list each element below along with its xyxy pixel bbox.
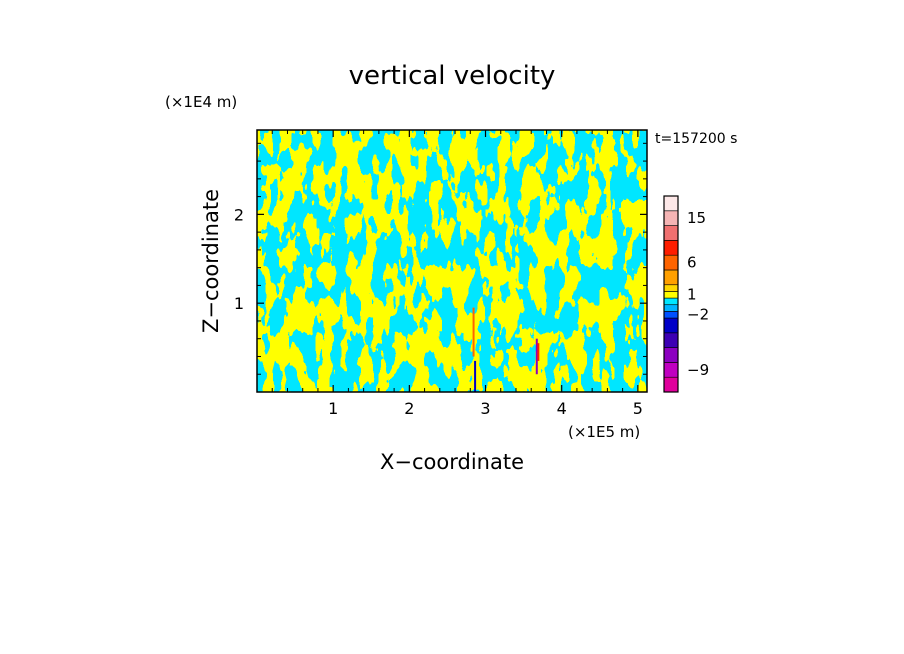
- colorbar-swatch: [663, 311, 679, 319]
- velocity-field: [257, 130, 647, 392]
- colorbar-tick-label: −2: [687, 306, 709, 324]
- x-tick-label: 2: [404, 399, 414, 418]
- x-axis-unit: (×1E5 m): [568, 423, 640, 441]
- colorbar-tick-label: 6: [687, 254, 697, 272]
- plot-frame: [256, 129, 648, 393]
- x-tick-label: 5: [633, 399, 643, 418]
- y-tick-label: 1: [234, 294, 244, 313]
- x-tick-label: 1: [328, 399, 338, 418]
- x-tick-label: 4: [557, 399, 567, 418]
- colorbar-swatch: [663, 269, 679, 286]
- colorbar-swatch: [663, 317, 679, 334]
- colorbar-swatch: [663, 332, 679, 348]
- velocity-streak: [474, 360, 477, 392]
- colorbar-swatch: [663, 376, 679, 393]
- y-axis: 12: [234, 142, 647, 375]
- colorbar-swatch: [663, 240, 679, 256]
- plot-area: [257, 130, 647, 392]
- velocity-streak: [537, 343, 540, 361]
- x-axis: 1 2 3 4 5: [271, 130, 643, 418]
- colorbar-swatch: [663, 195, 679, 212]
- colorbar-swatch: [663, 297, 679, 306]
- field-streaks: [472, 307, 540, 392]
- colorbar-swatch: [663, 254, 679, 271]
- x-axis-label: X−coordinate: [380, 450, 524, 474]
- velocity-streak: [472, 307, 475, 357]
- colorbar-tick-label: −9: [687, 361, 709, 379]
- colorbar-swatch: [663, 284, 679, 292]
- colorbar-swatch: [663, 362, 679, 378]
- colorbar-swatch: [663, 304, 679, 312]
- chart-title: vertical velocity: [349, 61, 556, 91]
- y-axis-unit: (×1E4 m): [165, 93, 237, 111]
- colorbar-swatch: [663, 291, 679, 299]
- colorbar-frame: [663, 195, 679, 393]
- y-axis-label: Z−coordinate: [199, 189, 223, 333]
- velocity-streak: [535, 338, 538, 375]
- colorbar-swatch: [663, 210, 679, 226]
- colorbar: 15 6 1 −2 −9: [663, 195, 709, 393]
- colorbar-swatch: [663, 225, 679, 241]
- colorbar-tick-label: 1: [687, 286, 697, 304]
- colorbar-swatch: [663, 347, 679, 363]
- y-tick-label: 2: [234, 205, 244, 224]
- time-label: t=157200 s: [655, 131, 737, 147]
- x-tick-label: 3: [480, 399, 490, 418]
- colorbar-tick-label: 15: [687, 209, 706, 227]
